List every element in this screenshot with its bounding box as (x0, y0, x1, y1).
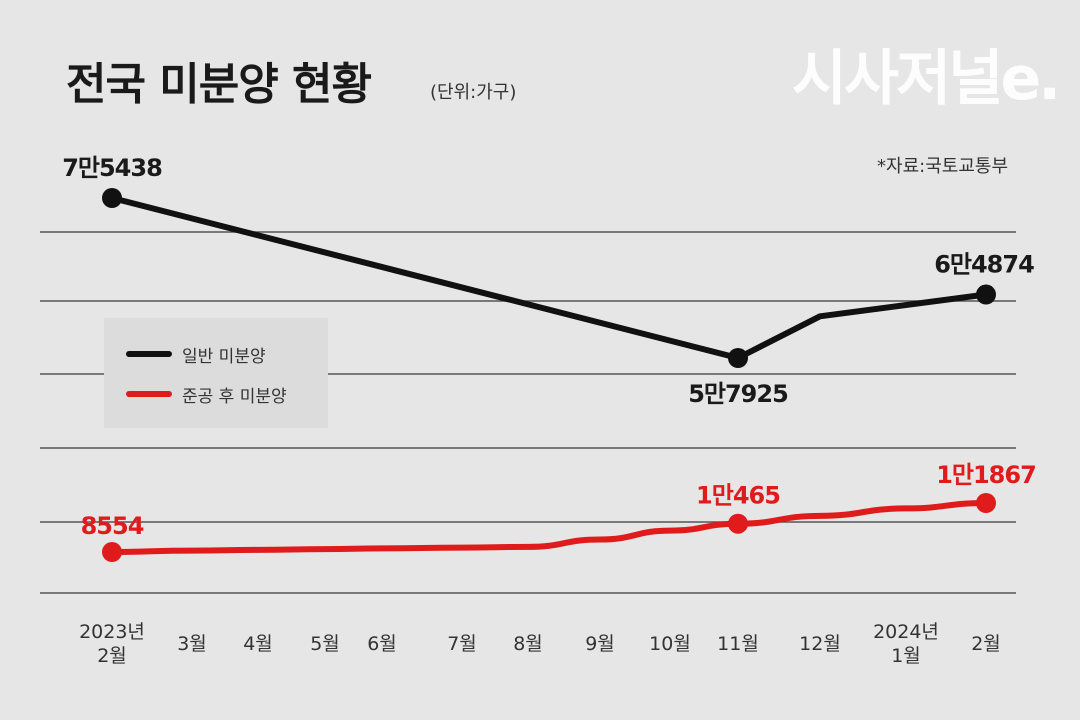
x-tick-labels: 2023년 2월 3월 4월 5월 6월 7월 8월 9월 10월 11월 12월 2024년 1월 2월 (79, 621, 1001, 667)
legend-label-general: 일반 미분양 (182, 346, 266, 367)
legend: 일반 미분양 준공 후 미분양 (104, 318, 328, 428)
x-tick-label: 9월 (585, 633, 615, 655)
data-label: 5만7925 (688, 380, 788, 408)
chart-title: 전국 미분양 현황 (66, 59, 372, 110)
legend-label-completed: 준공 후 미분양 (182, 386, 287, 407)
data-point (102, 542, 122, 562)
data-point (102, 188, 122, 208)
series-line-completed (109, 500, 989, 555)
legend-item-completed: 준공 후 미분양 (126, 382, 287, 407)
data-labels: 7만5438 5만7925 6만4874 8554 1만465 1만1867 (62, 154, 1037, 540)
data-label: 8554 (81, 512, 144, 540)
data-label: 1만465 (696, 482, 780, 510)
gridlines (40, 231, 1016, 594)
data-label: 1만1867 (936, 461, 1036, 489)
legend-swatch-general (126, 351, 172, 357)
data-label: 7만5438 (62, 154, 162, 182)
legend-swatch-completed (126, 391, 172, 397)
x-tick-label: 2023년 2월 (79, 621, 145, 667)
x-tick-label: 11월 (717, 633, 759, 655)
x-tick-label: 7월 (447, 633, 477, 655)
x-tick-label: 2024년 1월 (873, 621, 939, 667)
x-tick-label: 12월 (799, 633, 841, 655)
series-lines (109, 195, 989, 555)
data-point (976, 284, 996, 305)
x-tick-label: 2월 (971, 633, 1001, 655)
data-point (976, 493, 996, 513)
series-markers (102, 188, 996, 562)
source-note: *자료:국토교통부 (877, 156, 1008, 177)
x-tick-label: 6월 (367, 633, 397, 655)
series-line-general (109, 195, 989, 361)
brand-logo: 시사저널e. (791, 44, 1061, 114)
unit-label: (단위:가구) (430, 82, 517, 103)
data-point (728, 513, 748, 534)
data-point (728, 348, 748, 368)
x-tick-label: 4월 (243, 633, 273, 655)
x-tick-label: 5월 (310, 633, 340, 655)
data-label: 6만4874 (934, 251, 1034, 279)
legend-item-general: 일반 미분양 (126, 342, 266, 367)
x-tick-label: 3월 (177, 633, 207, 655)
x-tick-label: 8월 (513, 633, 543, 655)
x-tick-label: 10월 (649, 633, 691, 655)
